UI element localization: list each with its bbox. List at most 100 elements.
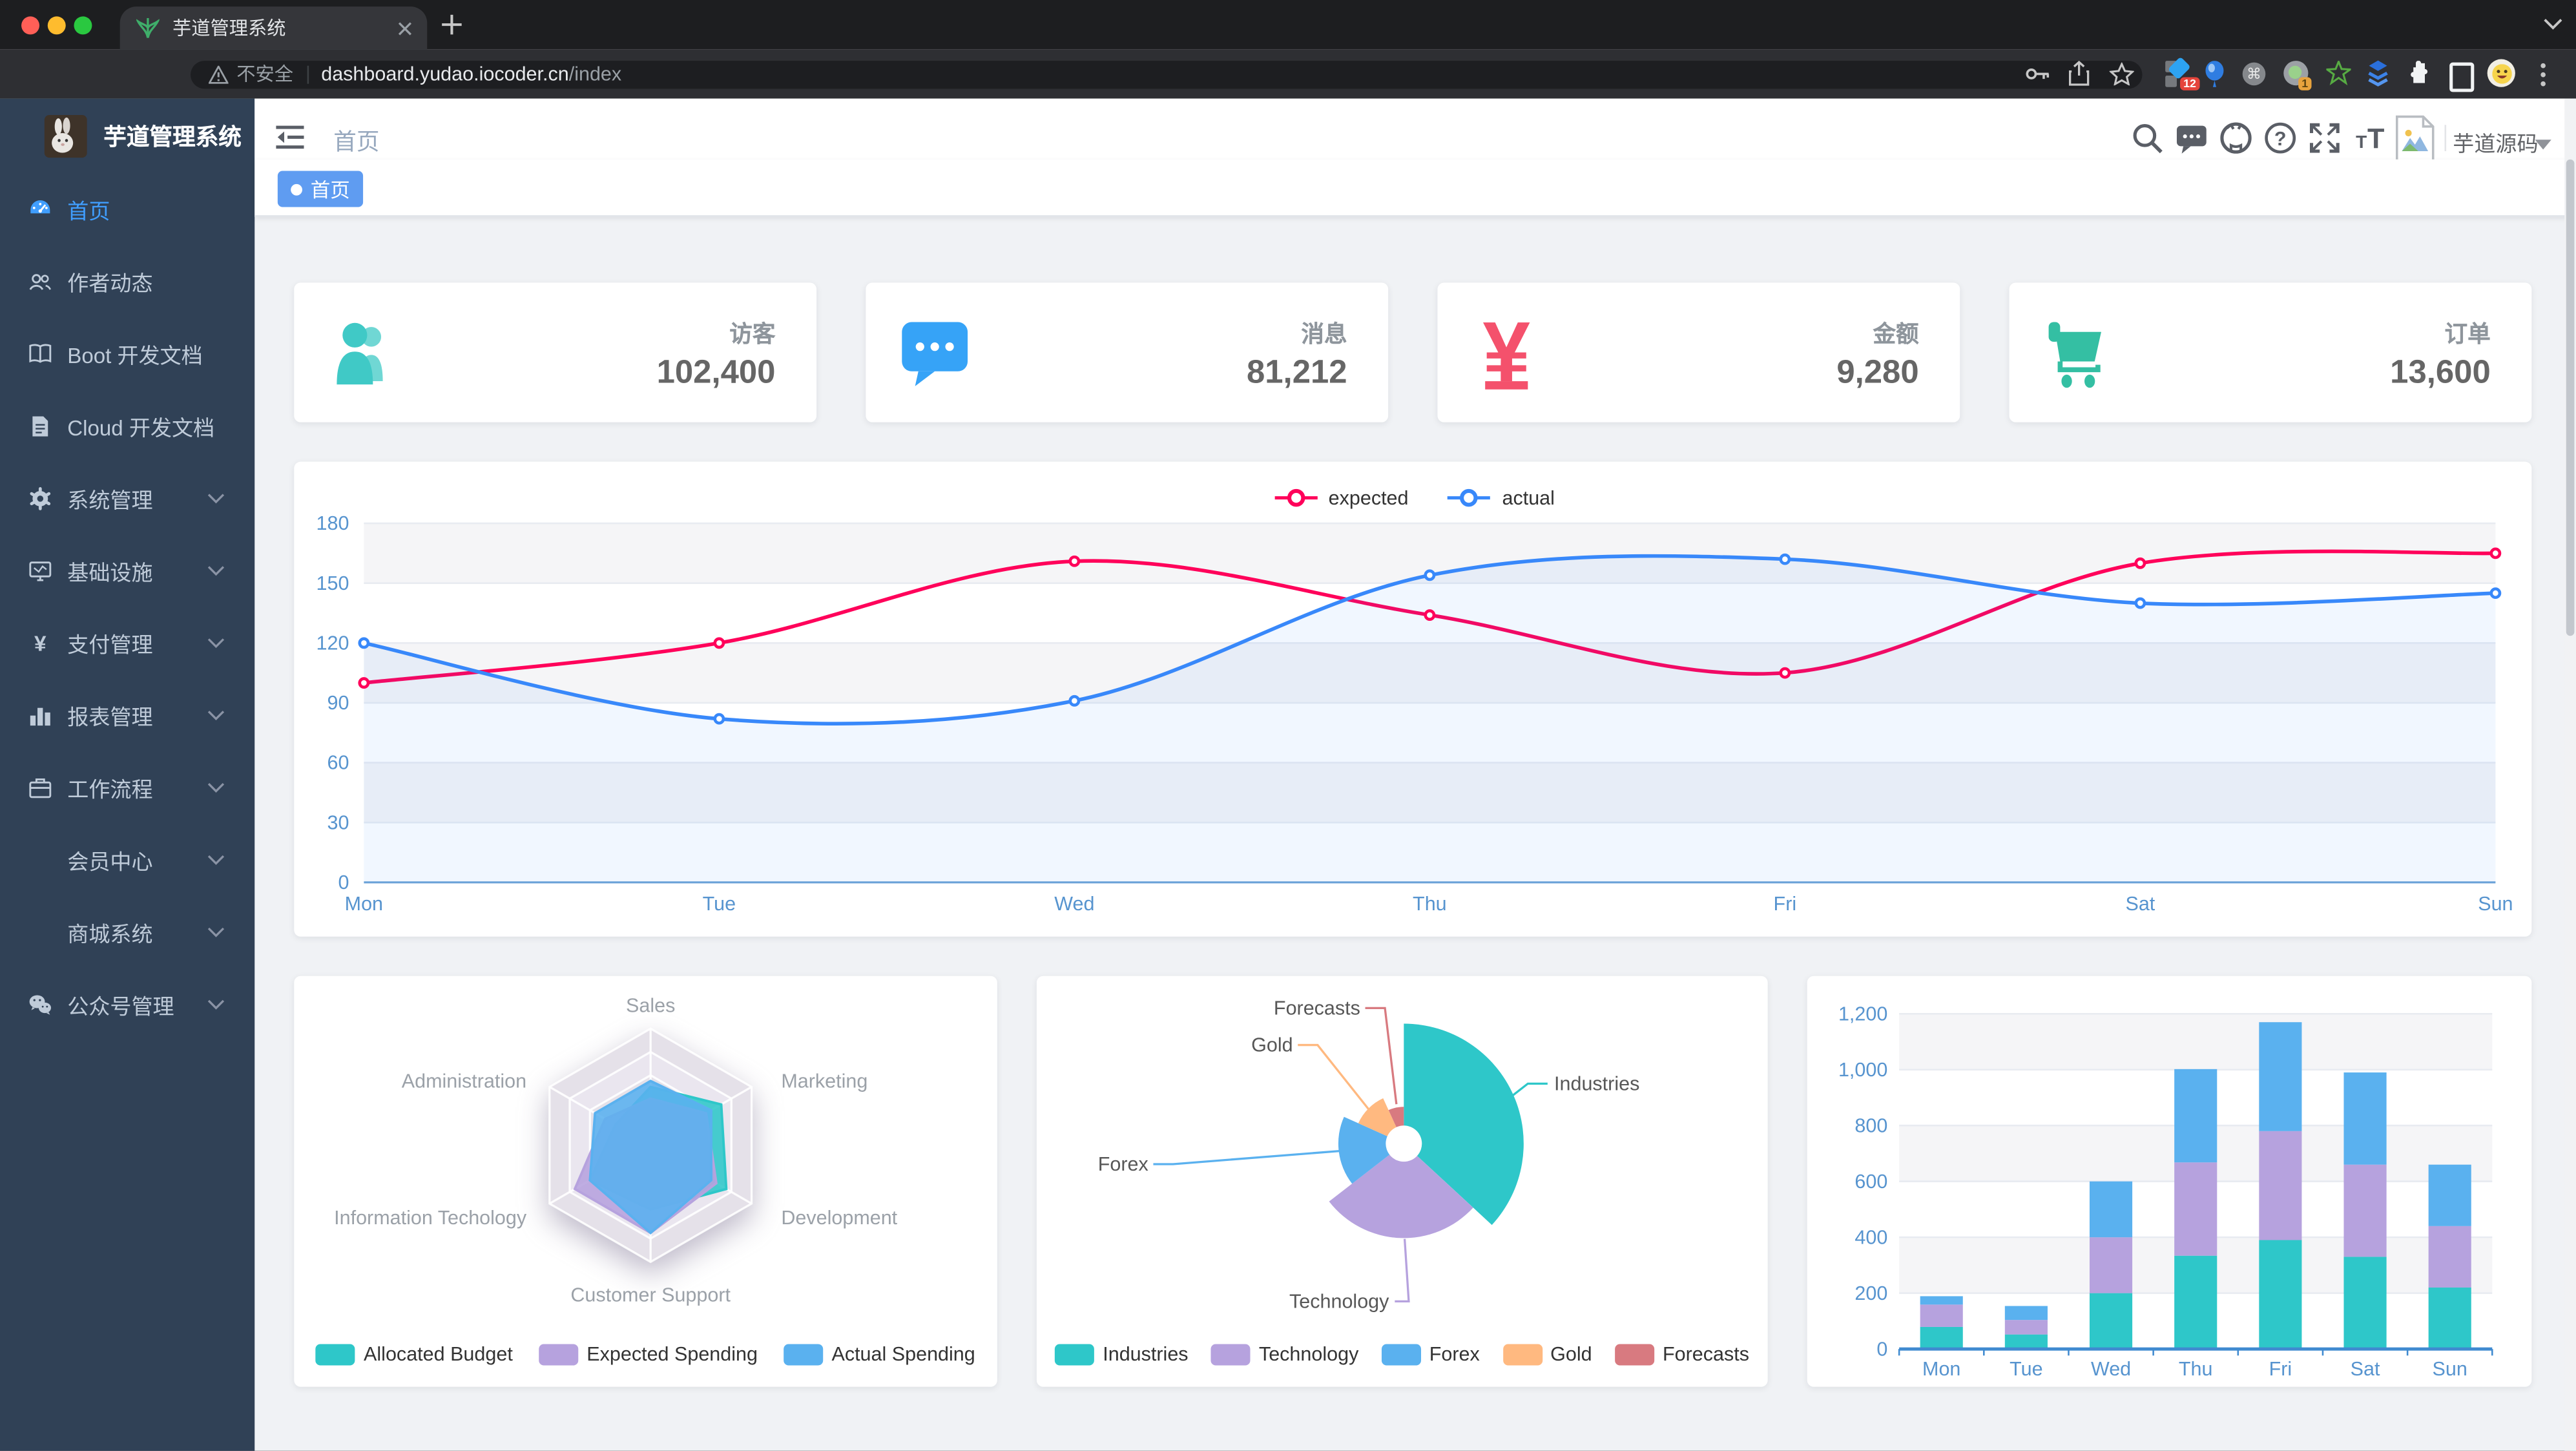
sidebar-logo[interactable]: 芋道管理系统 xyxy=(0,99,254,172)
message-icon[interactable] xyxy=(2175,121,2208,154)
sidebar-item-wechat-mgmt[interactable]: 公众号管理 xyxy=(0,968,254,1040)
sidebar-item-label: 报表管理 xyxy=(67,704,153,729)
swatch xyxy=(316,1343,356,1365)
sidebar-item-infra[interactable]: 基础设施 xyxy=(0,534,254,607)
svg-text:800: 800 xyxy=(1854,1114,1887,1136)
svg-text:Wed: Wed xyxy=(1054,893,1094,915)
sidebar-item-system[interactable]: 系统管理 xyxy=(0,462,254,534)
svg-text:Customer Support: Customer Support xyxy=(570,1284,731,1306)
extension-reader-icon[interactable] xyxy=(2449,62,2475,92)
stat-title: 订单 xyxy=(2444,320,2491,347)
legend-item-actual[interactable]: actual xyxy=(1444,486,1555,509)
browser-menu-icon[interactable] xyxy=(2540,63,2546,87)
user-caret-icon[interactable] xyxy=(2535,140,2551,150)
sidebar-item-workflow[interactable]: 工作流程 xyxy=(0,751,254,823)
tab-close-icon[interactable] xyxy=(397,21,412,36)
legend-label: Expected Spending xyxy=(587,1342,758,1366)
share-icon[interactable] xyxy=(2068,61,2090,87)
chevron-down-icon xyxy=(207,493,225,503)
sidebar-item-mall-system[interactable]: 商城系统 xyxy=(0,895,254,968)
legend-item-technology[interactable]: Technology xyxy=(1211,1342,1358,1366)
stat-card-orders[interactable]: 订单 13,600 xyxy=(2009,282,2532,423)
legend-item-expected-spending[interactable]: Expected Spending xyxy=(539,1342,758,1366)
legend-item-industries[interactable]: Industries xyxy=(1055,1342,1189,1366)
scrollbar-thumb[interactable] xyxy=(2566,159,2575,636)
svg-text:Thu: Thu xyxy=(2179,1358,2213,1380)
minimize-window-button[interactable] xyxy=(47,16,65,34)
svg-text:60: 60 xyxy=(327,752,349,774)
bar-chart-card: Mon Tue Wed Thu Fri Sat Sun 1,200 1,000 800 600 400… xyxy=(1807,976,2532,1387)
stat-card-amount[interactable]: ¥ 金额 9,280 xyxy=(1437,282,1960,423)
sidebar-item-home[interactable]: 首页 xyxy=(0,172,254,245)
line-chart-legend: expected actual xyxy=(294,486,2531,509)
svg-text:600: 600 xyxy=(1854,1171,1887,1193)
help-icon[interactable]: ? xyxy=(2264,121,2297,154)
new-tab-button[interactable] xyxy=(441,13,464,36)
svg-text:Administration: Administration xyxy=(402,1070,526,1092)
legend-item-gold[interactable]: Gold xyxy=(1502,1342,1592,1366)
zoom-window-button[interactable] xyxy=(73,16,92,34)
user-avatar-broken-image[interactable] xyxy=(2395,115,2435,164)
sidebar-item-payment[interactable]: ¥ 支付管理 xyxy=(0,607,254,679)
close-window-button[interactable] xyxy=(20,16,39,34)
extension-balloon-icon[interactable] xyxy=(2203,61,2227,89)
svg-text:Fri: Fri xyxy=(2269,1358,2292,1380)
sidebar-item-reports[interactable]: 报表管理 xyxy=(0,678,254,751)
stat-title: 消息 xyxy=(1301,320,1347,347)
legend-label: Actual Spending xyxy=(831,1342,975,1366)
stat-card-messages[interactable]: 消息 81,212 xyxy=(866,282,1389,423)
stat-card-visitors[interactable]: 访客 102,400 xyxy=(294,282,817,423)
tag-home[interactable]: 首页 xyxy=(277,171,364,207)
line-chart-card: expected actual 180 150 120 90 60 30 0 Mon Tue We… xyxy=(294,461,2532,937)
browser-tab[interactable]: 芋道管理系统 xyxy=(119,6,428,50)
sidebar-item-boot-docs[interactable]: Boot 开发文档 xyxy=(0,317,254,390)
svg-text:0: 0 xyxy=(1876,1338,1887,1360)
legend-item-actual-spending[interactable]: Actual Spending xyxy=(784,1342,975,1366)
sidebar-item-label: 首页 xyxy=(67,198,110,223)
tab-favicon xyxy=(136,17,160,38)
sidebar-item-cloud-docs[interactable]: Cloud 开发文档 xyxy=(0,390,254,462)
svg-text:30: 30 xyxy=(327,811,349,833)
tab-search-chevron-icon[interactable] xyxy=(2543,18,2563,31)
extension-tampermonkey-icon[interactable] xyxy=(2165,56,2191,87)
legend-label: Forecasts xyxy=(1663,1342,1750,1366)
sidebar-item-label: 工作流程 xyxy=(67,776,153,801)
profile-avatar[interactable] xyxy=(2487,59,2515,87)
svg-text:90: 90 xyxy=(327,692,349,714)
extension-command-icon[interactable]: ⌘ xyxy=(2242,62,2266,86)
bookmark-star-icon[interactable] xyxy=(2109,62,2134,86)
monitor-icon xyxy=(29,561,52,581)
sidebar-item-member-center[interactable]: 会员中心 xyxy=(0,823,254,895)
user-name[interactable]: 芋道源码 xyxy=(2453,131,2539,156)
font-size-icon[interactable]: T T xyxy=(2353,121,2385,154)
fullscreen-icon[interactable] xyxy=(2308,121,2341,154)
legend-item-allocated-budget[interactable]: Allocated Budget xyxy=(316,1342,513,1366)
sidebar-item-author[interactable]: 作者动态 xyxy=(0,245,254,317)
stat-title: 访客 xyxy=(729,320,776,347)
url-path: /index xyxy=(568,62,622,86)
legend-item-forecasts[interactable]: Forecasts xyxy=(1615,1342,1749,1366)
hamburger-collapse-icon[interactable] xyxy=(276,125,304,149)
security-chip[interactable]: 不安全 xyxy=(236,65,293,86)
legend-item-forex[interactable]: Forex xyxy=(1381,1342,1480,1366)
people-icon xyxy=(29,273,52,289)
svg-text:Wed: Wed xyxy=(2091,1358,2131,1380)
chevron-down-icon xyxy=(207,565,225,575)
search-icon[interactable] xyxy=(2131,121,2164,154)
extension-blue-chevrons-icon[interactable] xyxy=(2367,59,2389,87)
swatch xyxy=(1381,1343,1422,1365)
pie-chart-card: Industries Technology Forex Gold Forecasts I… xyxy=(1036,976,1768,1387)
profile-face-icon xyxy=(2491,63,2511,83)
dashboard-icon xyxy=(30,199,50,213)
legend-item-expected[interactable]: expected xyxy=(1271,486,1409,509)
extensions-puzzle-icon[interactable] xyxy=(2407,61,2431,85)
url-bar[interactable]: 不安全 dashboard.yudao.iocoder.cn/index xyxy=(191,59,2143,89)
extension-green-star-icon[interactable] xyxy=(2326,61,2351,86)
breadcrumb[interactable]: 首页 xyxy=(333,128,380,155)
svg-text:Development: Development xyxy=(781,1207,897,1229)
svg-text:Gold: Gold xyxy=(1251,1034,1293,1056)
wechat-icon xyxy=(29,994,52,1014)
sidebar-item-label: 系统管理 xyxy=(67,487,153,512)
password-key-icon[interactable] xyxy=(2026,64,2050,84)
github-icon[interactable] xyxy=(2219,121,2252,154)
